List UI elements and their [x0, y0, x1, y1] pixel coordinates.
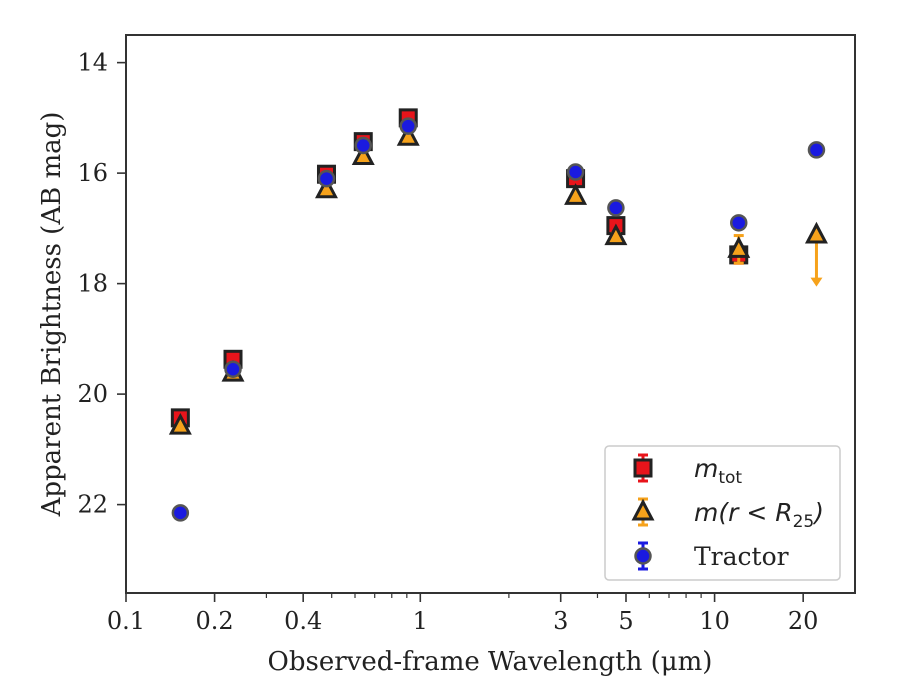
data-point: [727, 236, 751, 258]
legend-marker: [633, 458, 653, 478]
data-point: [224, 360, 242, 378]
data-point: [729, 214, 748, 232]
legend-label: m(r < R25): [694, 498, 824, 532]
legend-marker: [631, 498, 655, 521]
axes-frame: [125, 34, 856, 594]
data-point: [604, 223, 628, 246]
data-point: [804, 221, 828, 244]
data-point: [171, 504, 190, 522]
data-point: [168, 412, 192, 435]
y-axis-ticks: 14 16 18 20 22: [77, 49, 126, 519]
x-tick-label: 20: [788, 607, 819, 635]
x-tick-label: 0.1: [107, 607, 145, 635]
y-axis-label: Apparent Brightness (AB mag): [37, 112, 67, 518]
data-point: [314, 176, 338, 199]
x-tick-label: 1: [413, 607, 428, 635]
data-point: [354, 136, 373, 155]
data-point: [564, 183, 588, 205]
x-tick-label: 0.2: [196, 607, 234, 635]
x-tick-label: 3: [553, 607, 568, 635]
plot-area: [125, 34, 856, 594]
data-point: [807, 141, 826, 159]
legend-label: mtot: [694, 454, 742, 488]
legend-marker: [634, 547, 652, 565]
x-axis-label: Observed-frame Wavelength (μm): [268, 647, 713, 677]
x-tick-label: 5: [618, 607, 633, 635]
data-series: [168, 108, 828, 522]
data-point: [317, 169, 336, 188]
legend: mtot m(r < R25) Tractor: [604, 445, 841, 581]
data-point: [396, 124, 420, 146]
data-point: [566, 163, 585, 181]
y-tick-label: 18: [77, 270, 108, 298]
y-tick-label: 16: [77, 159, 108, 187]
y-tick-label: 22: [77, 491, 108, 519]
data-point: [351, 143, 375, 166]
data-point: [607, 199, 625, 217]
series-circle: [171, 117, 826, 522]
upper-limit-arrowhead: [810, 277, 823, 287]
x-axis-ticks: 0.1 0.2 0.4 1 3 5 10 20: [107, 593, 819, 635]
x-tick-label: 10: [699, 607, 730, 635]
legend-box: [604, 445, 841, 581]
y-tick-label: 14: [77, 49, 108, 77]
legend-label: Tractor: [694, 542, 789, 571]
data-point: [399, 117, 417, 135]
x-tick-label: 0.4: [284, 607, 322, 635]
y-tick-label: 20: [77, 380, 108, 408]
